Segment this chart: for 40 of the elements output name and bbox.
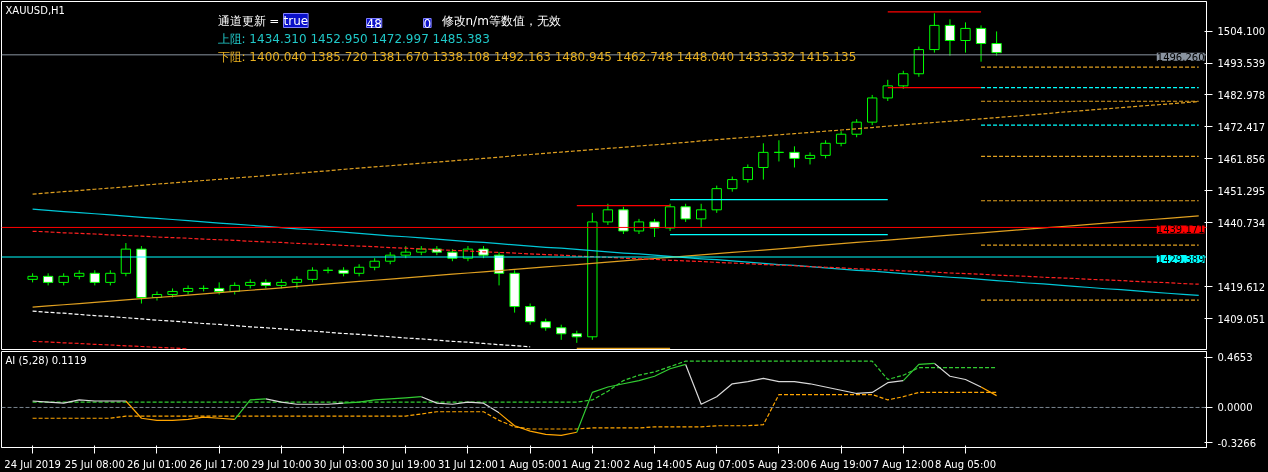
- x-tick-label: 31 Jul 12:00: [437, 458, 498, 470]
- annotation: 0: [423, 16, 432, 31]
- y-tick-label: 1482.978: [1217, 89, 1266, 101]
- x-tick-label: 30 Jul 03:00: [313, 458, 374, 470]
- x-tick-label: 24 Jul 2019: [4, 458, 61, 470]
- x-tick-label: 5 Aug 07:00: [686, 458, 748, 470]
- x-tick-label: 2 Aug 14:00: [624, 458, 686, 470]
- x-tick-label: 5 Aug 23:00: [748, 458, 810, 470]
- x-tick-label: 8 Aug 05:00: [934, 458, 997, 470]
- x-tick-label: 26 Jul 01:00: [127, 458, 187, 470]
- annotation: 上阻: 1434.310 1452.950 1472.997 1485.383: [217, 31, 490, 46]
- chart-title: AI (5,28) 0.1119: [5, 354, 87, 366]
- y-tick-label: 1493.539: [1217, 58, 1266, 70]
- y-tick-label: 1451.295: [1217, 185, 1266, 197]
- x-tick-label: 6 Aug 19:00: [810, 458, 872, 470]
- x-tick-label: 1 Aug 05:00: [499, 458, 561, 470]
- y-tick-label: 0.0000: [1217, 402, 1253, 414]
- x-tick-label: 7 Aug 12:00: [872, 458, 934, 470]
- y-tick-label: -0.3266: [1217, 437, 1257, 449]
- annotation: 48: [366, 16, 382, 31]
- x-tick-label: 1 Aug 21:00: [561, 458, 623, 470]
- y-tick-label: 1440.734: [1217, 217, 1266, 229]
- ref-line-label: 1429.389: [1156, 254, 1205, 266]
- y-tick-label: 0.4653: [1217, 352, 1253, 364]
- annotation: true: [283, 13, 309, 28]
- annotation: 修改n/m等数值，无效: [441, 13, 561, 28]
- y-tick-label: 1461.856: [1217, 153, 1266, 165]
- y-tick-label: 1419.612: [1217, 281, 1266, 293]
- y-tick-label: 1472.417: [1217, 121, 1266, 133]
- x-tick-label: 25 Jul 08:00: [64, 458, 125, 470]
- chart-title: XAUUSD,H1: [5, 4, 65, 16]
- ref-line-label: 1496.260: [1156, 51, 1205, 63]
- annotation: 通道更新 =: [217, 13, 280, 28]
- x-tick-label: 29 Jul 10:00: [251, 458, 312, 470]
- ref-line-label: 1439.171: [1156, 224, 1205, 236]
- y-tick-label: 1504.100: [1217, 26, 1266, 38]
- annotation: 下阻: 1400.040 1385.720 1381.670 1338.108 1492.163 1480.945 1462.748 1448.040 1433.332 1415.135: [217, 49, 857, 64]
- x-tick-label: 30 Jul 19:00: [375, 458, 436, 470]
- y-tick-label: 1409.051: [1217, 313, 1266, 325]
- x-tick-label: 26 Jul 17:00: [189, 458, 250, 470]
